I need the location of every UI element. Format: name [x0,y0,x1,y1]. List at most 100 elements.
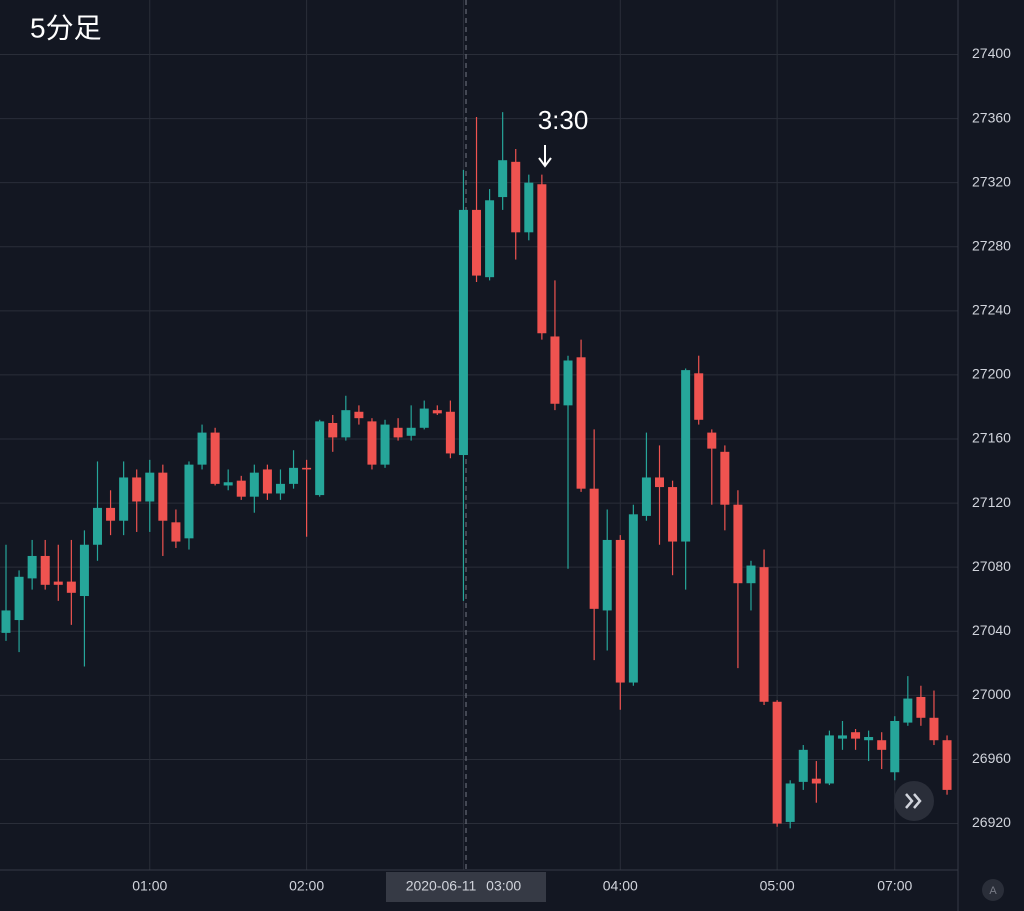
chart-title: 5分足 [30,12,102,43]
crosshair-label-box [386,872,546,902]
candle-body [262,469,272,494]
candle-body [106,507,116,521]
candle-body [380,424,390,465]
candle-body [851,732,861,739]
candle-body [432,410,442,414]
candle-body [655,477,664,488]
candle-body [877,740,887,750]
candle-body [485,200,495,278]
candle-body [602,539,612,611]
x-tick-label: 05:00 [760,878,795,894]
candle-body [328,422,338,438]
candle-body [66,581,76,593]
candle-body [406,427,416,436]
candle-body [419,408,429,428]
candle-body [92,507,102,545]
candle-body [171,522,181,542]
candle-body [785,783,795,822]
candle-body [40,555,50,585]
candle-body [210,432,220,484]
candle-body [145,472,155,502]
candle-body [615,539,625,683]
y-tick-label: 27240 [972,302,1011,318]
candle-body [563,360,573,406]
scroll-button[interactable] [894,781,934,821]
candle-body [929,717,939,741]
y-tick-label: 27120 [972,494,1011,510]
candle-body [14,576,24,621]
annotation-arrow [538,145,552,168]
y-tick-label: 27040 [972,622,1011,638]
auto-scale-button[interactable] [982,879,1004,901]
candle-body [746,565,756,584]
candle-body [576,357,586,489]
candle-body [27,555,37,579]
candle-body [184,464,194,539]
y-tick-label: 27160 [972,430,1011,446]
candle-body [341,410,351,438]
candle-body [511,161,521,233]
candle-body [354,411,364,419]
candle-body [759,567,769,702]
candle-body [681,370,691,542]
candle-body [524,182,534,233]
x-tick-label: 01:00 [132,878,167,894]
y-tick-label: 27320 [972,173,1011,189]
candle-body [798,749,808,782]
candle-body [916,696,926,718]
y-tick-label: 27400 [972,45,1011,61]
y-tick-label: 27360 [972,109,1011,125]
y-tick-label: 27000 [972,686,1011,702]
candle-body [733,504,743,584]
candle-body [589,488,599,609]
candle-body [811,778,821,784]
candle-body [837,735,847,739]
candle-body [472,209,482,276]
candle-body [197,432,207,465]
candle-body [550,336,560,404]
candle-body [942,740,952,790]
candle-body [158,472,168,521]
y-tick-label: 27280 [972,237,1011,253]
candle-body [445,411,455,454]
candle-body [458,209,468,456]
candle-body [694,373,704,420]
candle-body [864,737,874,741]
candle-body [498,160,508,198]
candle-body [537,184,547,334]
auto-scale-icon: A [989,885,997,897]
candle-body [393,427,403,438]
candle-body [707,432,717,449]
x-tick-label: 07:00 [877,878,912,894]
candle-body [289,467,299,484]
candle-body [79,544,89,597]
axis-labels: 26920 26960 27000 27040 27080 27120 27160 27200… [132,45,1011,894]
candle-body [890,720,900,773]
candle-body [720,451,730,505]
candle-body [249,472,259,497]
candle-body [641,477,651,516]
candle-body [367,421,377,465]
candle-body [668,487,678,542]
x-tick-label: 2020-06-11 03:00 [406,878,522,894]
y-tick-label: 27200 [972,366,1011,382]
candle-body [824,735,834,784]
x-tick-label: 04:00 [603,878,638,894]
candle-body [119,477,129,521]
candles [1,112,952,829]
y-tick-label: 27080 [972,558,1011,574]
candle-body [315,421,325,496]
candle-body [903,698,913,723]
candle-body [628,514,638,683]
candle-body [772,701,782,824]
x-tick-label: 02:00 [289,878,324,894]
candle-body [275,483,285,494]
candle-body [223,482,233,486]
candle-body [302,467,312,470]
annotation: 3:30 [538,105,589,135]
candle-body [236,480,246,497]
y-tick-label: 26920 [972,814,1011,830]
candle-body [1,610,11,633]
